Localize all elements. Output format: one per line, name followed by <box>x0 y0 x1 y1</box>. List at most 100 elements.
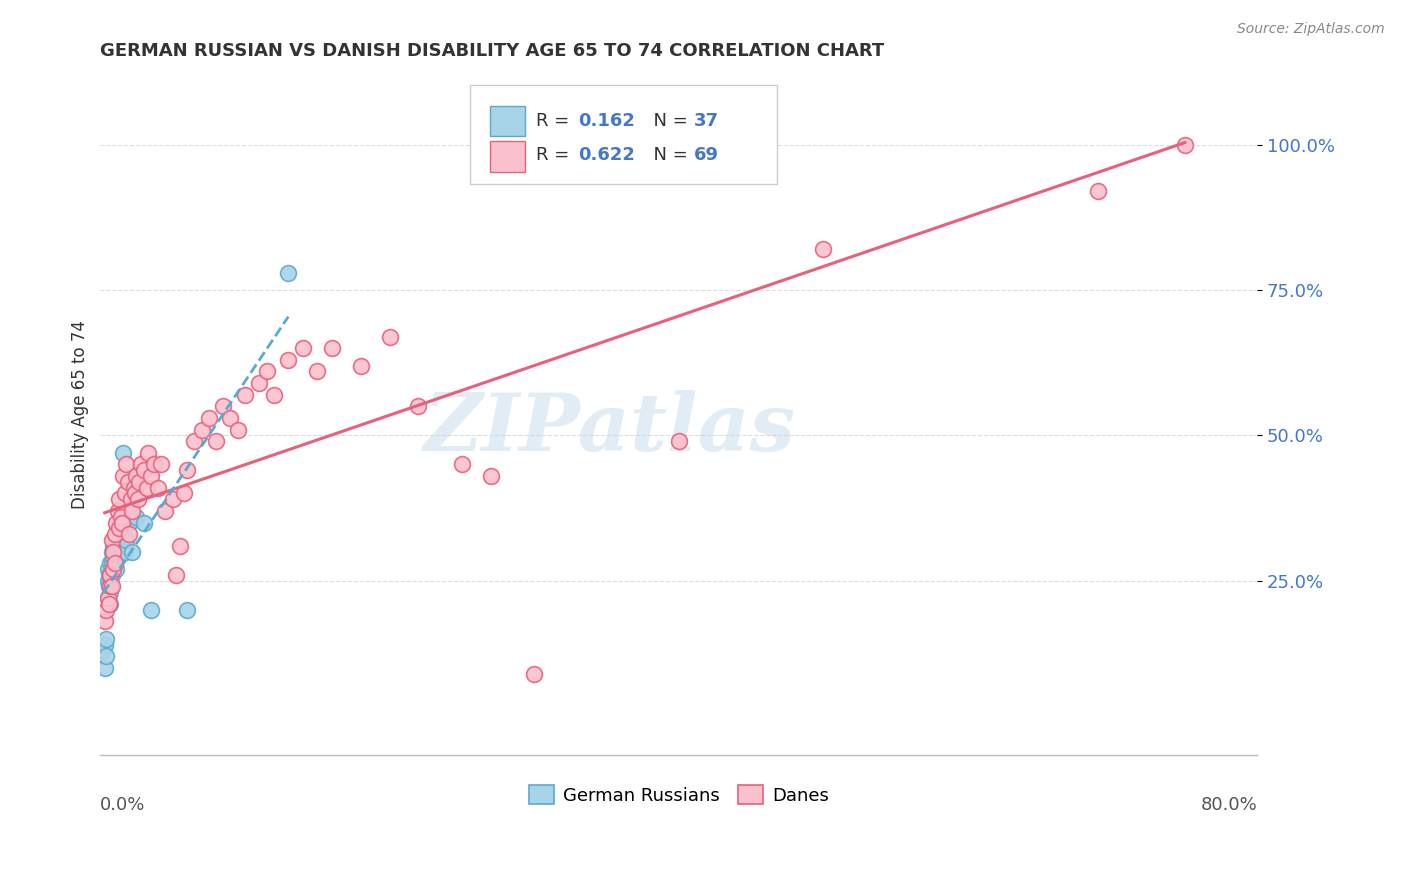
Point <box>176 463 198 477</box>
Point <box>105 544 128 558</box>
Point <box>176 602 198 616</box>
Point <box>135 481 157 495</box>
Point <box>139 602 162 616</box>
Point <box>127 492 149 507</box>
Point <box>94 632 117 646</box>
Point <box>125 509 148 524</box>
FancyBboxPatch shape <box>491 106 524 136</box>
Text: N =: N = <box>641 112 693 129</box>
Point <box>100 585 122 599</box>
Point <box>120 492 142 507</box>
Point <box>112 446 135 460</box>
Point <box>97 562 120 576</box>
Point <box>479 469 502 483</box>
Point <box>118 516 141 530</box>
Point <box>813 243 835 257</box>
Point <box>219 411 242 425</box>
Text: ZIPatlas: ZIPatlas <box>423 390 796 467</box>
Point <box>349 359 371 373</box>
Point <box>98 579 121 593</box>
Point <box>108 521 131 535</box>
Point <box>162 492 184 507</box>
Point <box>94 602 117 616</box>
Point <box>1087 185 1109 199</box>
Point <box>97 591 120 605</box>
Point <box>263 388 285 402</box>
Point <box>93 638 115 652</box>
Point <box>104 556 127 570</box>
Point <box>523 666 546 681</box>
Text: 0.162: 0.162 <box>578 112 636 129</box>
Point <box>291 341 314 355</box>
Text: 69: 69 <box>693 146 718 164</box>
Point <box>378 329 401 343</box>
Point <box>98 567 121 582</box>
Point <box>256 364 278 378</box>
Point <box>97 591 120 605</box>
Text: Source: ZipAtlas.com: Source: ZipAtlas.com <box>1237 22 1385 37</box>
Point <box>212 400 235 414</box>
Point <box>1174 137 1197 152</box>
Point <box>121 504 143 518</box>
Point <box>91 643 114 657</box>
Point <box>93 615 115 629</box>
Point <box>112 469 135 483</box>
Text: N =: N = <box>641 146 693 164</box>
Text: R =: R = <box>537 112 575 129</box>
Point <box>124 486 146 500</box>
Point <box>101 544 124 558</box>
Y-axis label: Disability Age 65 to 74: Disability Age 65 to 74 <box>72 320 89 509</box>
Point <box>103 562 125 576</box>
Point <box>111 527 134 541</box>
Point <box>110 539 132 553</box>
Point <box>183 434 205 449</box>
Point <box>233 388 256 402</box>
Point <box>107 504 129 518</box>
Point <box>142 458 165 472</box>
Point <box>247 376 270 390</box>
Point <box>105 516 128 530</box>
FancyBboxPatch shape <box>491 141 524 172</box>
Point <box>103 550 125 565</box>
Point <box>111 516 134 530</box>
Point <box>103 544 125 558</box>
Point <box>107 550 129 565</box>
Point <box>148 481 170 495</box>
Point <box>101 556 124 570</box>
Text: GERMAN RUSSIAN VS DANISH DISABILITY AGE 65 TO 74 CORRELATION CHART: GERMAN RUSSIAN VS DANISH DISABILITY AGE … <box>100 42 884 60</box>
Point <box>97 574 120 588</box>
Point <box>205 434 228 449</box>
FancyBboxPatch shape <box>471 86 778 184</box>
Text: 0.622: 0.622 <box>578 146 636 164</box>
Point <box>114 544 136 558</box>
Point <box>104 527 127 541</box>
Point <box>118 527 141 541</box>
Point <box>117 475 139 489</box>
Point <box>100 556 122 570</box>
Point <box>105 562 128 576</box>
Point <box>129 458 152 472</box>
Point <box>108 533 131 547</box>
Point <box>277 266 299 280</box>
Text: 37: 37 <box>693 112 718 129</box>
Point <box>115 458 138 472</box>
Point <box>136 446 159 460</box>
Point <box>173 486 195 500</box>
Point <box>98 597 121 611</box>
Text: 0.0%: 0.0% <box>100 796 146 814</box>
Point <box>139 469 162 483</box>
Point <box>165 567 187 582</box>
Point <box>132 463 155 477</box>
Point <box>100 579 122 593</box>
Point <box>101 579 124 593</box>
Point <box>169 539 191 553</box>
Point <box>155 504 177 518</box>
Point <box>610 155 633 169</box>
Point <box>115 533 138 547</box>
Point <box>150 458 173 472</box>
Point <box>110 509 132 524</box>
Point <box>668 434 690 449</box>
Point <box>93 661 115 675</box>
Point <box>101 533 124 547</box>
Point <box>122 481 145 495</box>
